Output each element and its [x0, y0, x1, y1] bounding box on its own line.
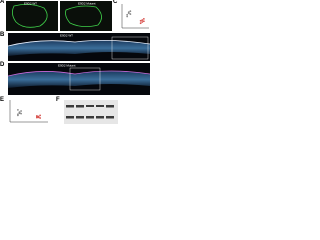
panel-letter: B — [0, 32, 5, 38]
outline — [65, 5, 102, 27]
data-point — [18, 112, 21, 115]
panel-letter: E — [0, 97, 4, 103]
surface — [7, 40, 151, 47]
data-point — [17, 109, 19, 111]
image-label: E9D2 WT — [24, 1, 37, 5]
plot — [9, 100, 48, 123]
figure: A E9D2 WT E9D2 Mutant C B E9D2 WT D E9D2… — [0, 0, 151, 124]
data-point — [126, 13, 129, 16]
inset — [111, 36, 149, 60]
data-point — [141, 19, 144, 21]
image-label: E9D2 WT — [60, 33, 73, 37]
plot — [121, 4, 149, 29]
micrograph — [6, 1, 58, 31]
image-label: E9D2 Mutant — [58, 63, 76, 67]
data-point — [139, 22, 142, 25]
data-point — [39, 117, 41, 119]
data-point — [142, 20, 145, 23]
data-point — [37, 116, 40, 119]
blot — [64, 100, 118, 124]
panel-letter: A — [0, 0, 5, 5]
data-point — [126, 15, 129, 18]
data-point — [39, 114, 41, 117]
panel-letter: F — [56, 97, 60, 103]
tissue — [8, 40, 150, 56]
data-point — [36, 115, 38, 118]
data-point — [17, 114, 19, 117]
data-point — [141, 21, 144, 23]
data-point — [129, 13, 132, 15]
data-point — [142, 17, 145, 20]
data-point — [129, 10, 132, 13]
data-point — [127, 11, 130, 14]
image-label: E9D2 Mutant — [78, 1, 96, 5]
data-point — [20, 110, 22, 112]
data-point — [139, 19, 142, 22]
tissue — [8, 71, 150, 88]
surface — [7, 70, 151, 77]
panel-letter: C — [113, 0, 118, 5]
bands — [66, 105, 114, 119]
inset — [69, 67, 101, 91]
outline — [12, 4, 48, 28]
panel-letter: D — [0, 62, 5, 68]
data-point — [20, 112, 22, 115]
